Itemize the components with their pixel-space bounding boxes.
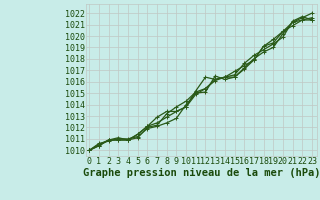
X-axis label: Graphe pression niveau de la mer (hPa): Graphe pression niveau de la mer (hPa) xyxy=(83,168,320,178)
